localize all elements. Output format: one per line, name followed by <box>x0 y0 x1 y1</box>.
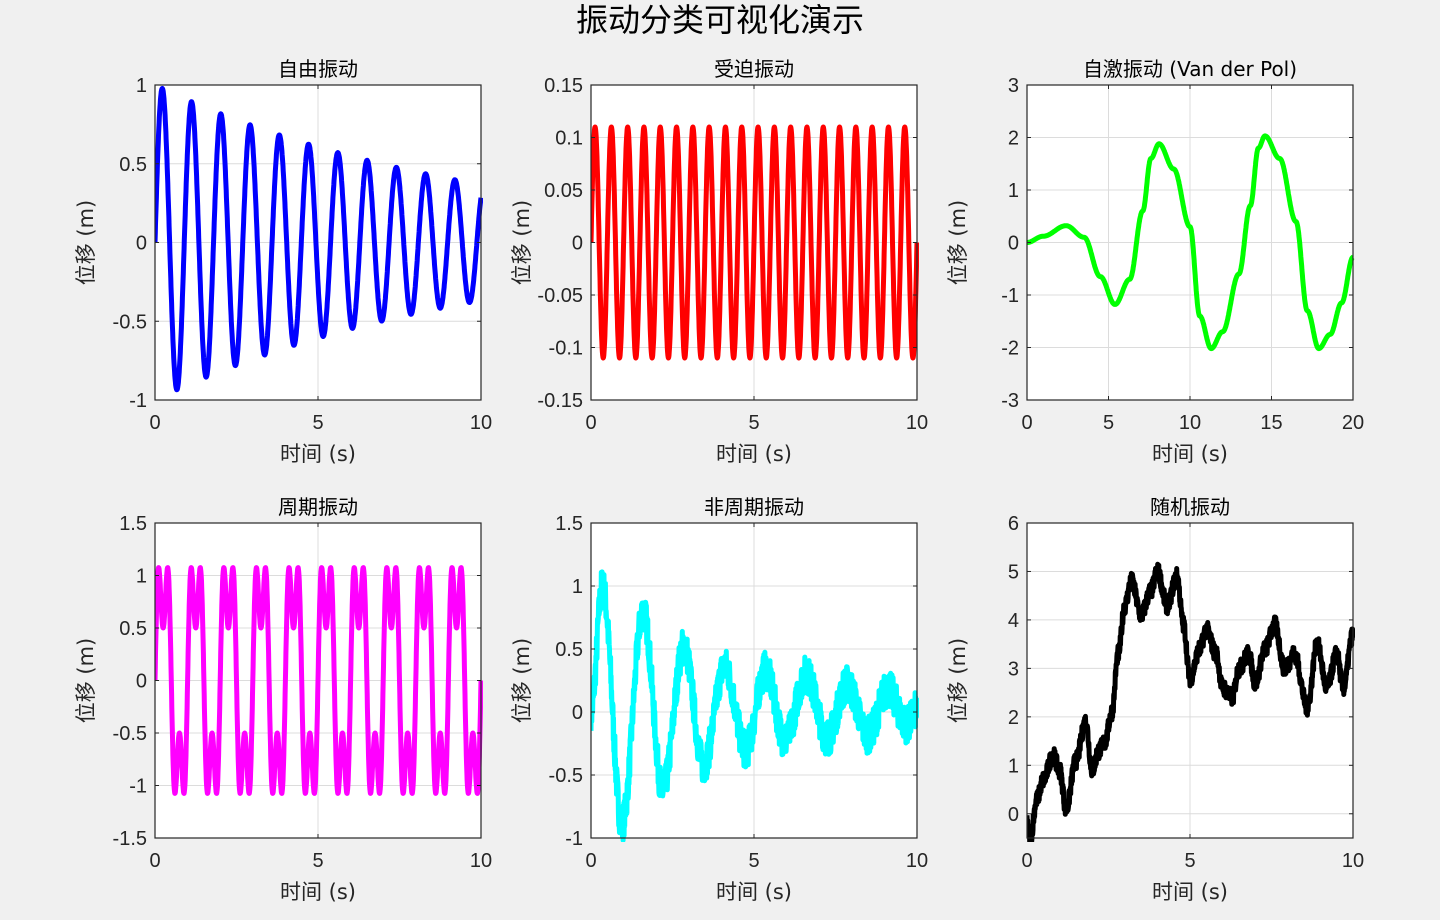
y-tick-label: 1 <box>136 566 147 588</box>
x-tick-label: 5 <box>1103 412 1114 434</box>
x-tick-label: 10 <box>1179 412 1201 434</box>
y-tick-label: -1.5 <box>113 828 147 850</box>
x-tick-label: 5 <box>312 412 323 434</box>
y-tick-label: 0 <box>1008 233 1019 255</box>
x-tick-label: 5 <box>312 850 323 872</box>
subplot-title: 自激振动 (Van der Pol) <box>1083 57 1297 81</box>
y-tick-label: 1 <box>136 75 147 97</box>
y-tick-label: 5 <box>1008 561 1019 583</box>
y-tick-label: 3 <box>1008 75 1019 97</box>
subplot-title: 自由振动 <box>278 57 358 81</box>
y-axis-label: 位移 (m) <box>74 200 98 286</box>
x-tick-label: 15 <box>1260 412 1282 434</box>
y-tick-label: 1.5 <box>555 513 583 535</box>
x-tick-label: 10 <box>906 412 928 434</box>
series-line <box>591 124 919 361</box>
y-tick-label: -3 <box>1001 390 1019 412</box>
y-tick-label: 2 <box>1008 128 1019 150</box>
x-axis-label: 时间 (s) <box>1152 442 1228 466</box>
y-tick-label: -0.5 <box>549 765 583 787</box>
y-tick-label: -2 <box>1001 338 1019 360</box>
x-axis-label: 时间 (s) <box>280 442 356 466</box>
x-tick-label: 0 <box>1021 412 1032 434</box>
y-axis-label: 位移 (m) <box>510 638 534 724</box>
x-axis-label: 时间 (s) <box>280 880 356 904</box>
subplot-title: 周期振动 <box>278 495 358 519</box>
x-tick-label: 5 <box>748 850 759 872</box>
series-line <box>155 565 483 796</box>
series-line <box>591 569 919 842</box>
subplot-title: 随机振动 <box>1150 495 1230 519</box>
x-tick-label: 10 <box>470 850 492 872</box>
x-tick-label: 10 <box>470 412 492 434</box>
x-tick-label: 5 <box>748 412 759 434</box>
y-tick-label: -1 <box>565 828 583 850</box>
y-axis-label: 位移 (m) <box>510 200 534 286</box>
y-tick-label: 0 <box>136 671 147 693</box>
y-tick-label: 1 <box>572 576 583 598</box>
y-tick-label: 1 <box>1008 755 1019 777</box>
y-tick-label: 0 <box>1008 804 1019 826</box>
y-tick-label: 0.1 <box>555 128 583 150</box>
y-tick-label: -1 <box>1001 285 1019 307</box>
y-tick-label: -0.15 <box>537 390 583 412</box>
subplot-title: 非周期振动 <box>704 495 804 519</box>
y-tick-label: -1 <box>129 390 147 412</box>
series-line <box>1027 133 1355 352</box>
x-axis-label: 时间 (s) <box>1152 880 1228 904</box>
y-tick-label: -0.05 <box>537 285 583 307</box>
x-axis-label: 时间 (s) <box>716 880 792 904</box>
series-line <box>155 86 483 393</box>
y-tick-label: 0.15 <box>544 75 583 97</box>
y-tick-label: 1 <box>1008 180 1019 202</box>
x-tick-label: 0 <box>149 412 160 434</box>
y-tick-label: 0 <box>572 702 583 724</box>
y-tick-label: 4 <box>1008 610 1019 632</box>
series-line <box>1027 561 1355 842</box>
y-tick-label: -0.5 <box>113 311 147 333</box>
y-tick-label: -1 <box>129 776 147 798</box>
x-tick-label: 0 <box>1021 850 1032 872</box>
y-tick-label: -0.5 <box>113 723 147 745</box>
x-tick-label: 0 <box>585 850 596 872</box>
x-tick-label: 5 <box>1184 850 1195 872</box>
y-tick-label: -0.1 <box>549 338 583 360</box>
y-tick-label: 0.5 <box>555 639 583 661</box>
y-tick-label: 2 <box>1008 707 1019 729</box>
subplot-title: 受迫振动 <box>714 57 794 81</box>
subplot-vdp: 0 5 10 15 20 -3 -2 -1 0 1 2 3 自激振动 (Van der Pol) 时间 (… <box>946 57 1364 466</box>
y-tick-label: 0.5 <box>119 154 147 176</box>
figure-title: 振动分类可视化演示 <box>575 1 864 39</box>
y-tick-label: 0.5 <box>119 618 147 640</box>
y-tick-label: 3 <box>1008 658 1019 680</box>
y-tick-label: 6 <box>1008 513 1019 535</box>
y-tick-label: 0.05 <box>544 180 583 202</box>
y-axis-label: 位移 (m) <box>946 638 970 724</box>
x-tick-label: 0 <box>149 850 160 872</box>
y-tick-label: 0 <box>572 233 583 255</box>
y-tick-label: 0 <box>136 233 147 255</box>
y-axis-label: 位移 (m) <box>74 638 98 724</box>
x-tick-label: 10 <box>906 850 928 872</box>
x-tick-label: 20 <box>1342 412 1364 434</box>
x-axis-label: 时间 (s) <box>716 442 792 466</box>
y-axis-label: 位移 (m) <box>946 200 970 286</box>
x-tick-label: 0 <box>585 412 596 434</box>
y-tick-label: 1.5 <box>119 513 147 535</box>
x-tick-label: 10 <box>1342 850 1364 872</box>
